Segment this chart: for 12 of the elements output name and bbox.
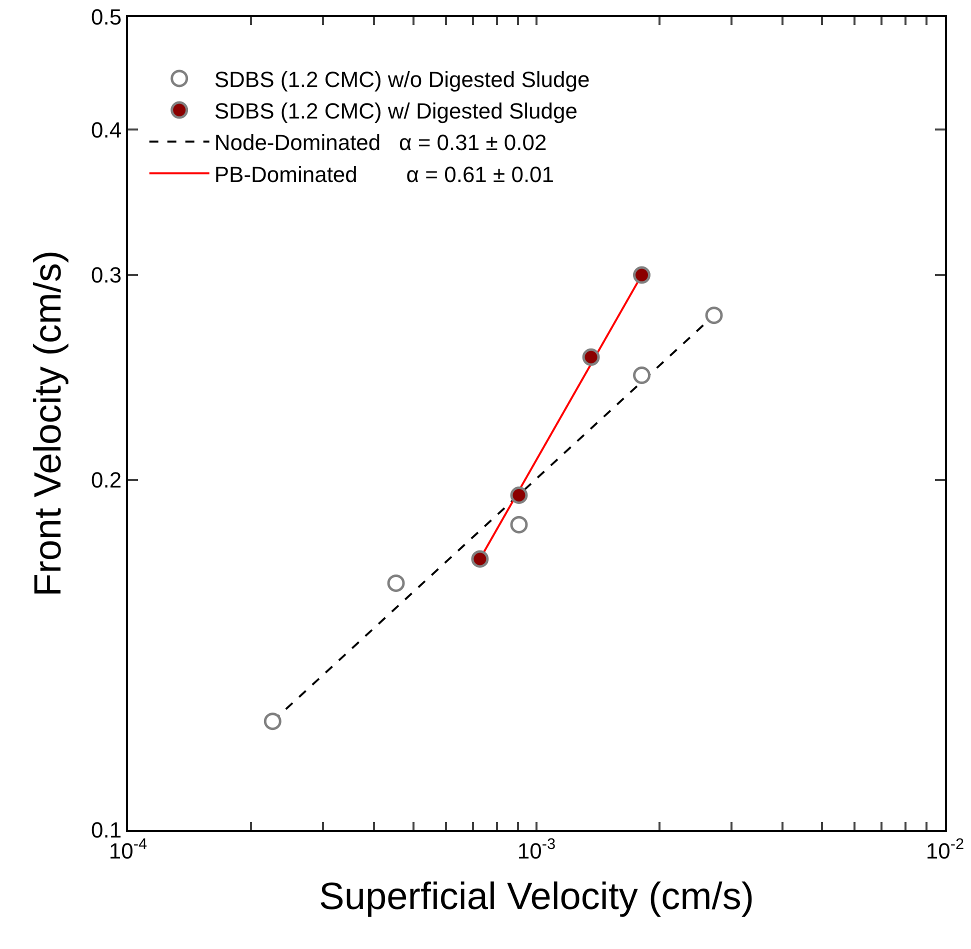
legend-label: SDBS (1.2 CMC) w/ Digested Sludge — [214, 98, 578, 124]
y-tick-label: 0.3 — [91, 262, 122, 288]
legend-label: PB-Dominated α = 0.61 ± 0.01 — [214, 162, 554, 187]
legend-label: SDBS (1.2 CMC) w/o Digested Sludge — [214, 67, 590, 92]
x-tick-label: 10$^{-2}$ — [926, 836, 964, 864]
x-axis-title: Superficial Velocity (cm/s) — [318, 876, 754, 918]
y-tick-label: 0.2 — [91, 468, 122, 493]
legend-label: Node-Dominated α = 0.31 ± 0.02 — [214, 130, 547, 156]
x-tick-label: 10$^{-3}$ — [517, 836, 556, 864]
y-tick-label: 0.5 — [91, 4, 122, 30]
y-axis-title: Front Velocity (cm/s) — [28, 250, 70, 597]
y-tick-label: 0.4 — [91, 117, 122, 142]
